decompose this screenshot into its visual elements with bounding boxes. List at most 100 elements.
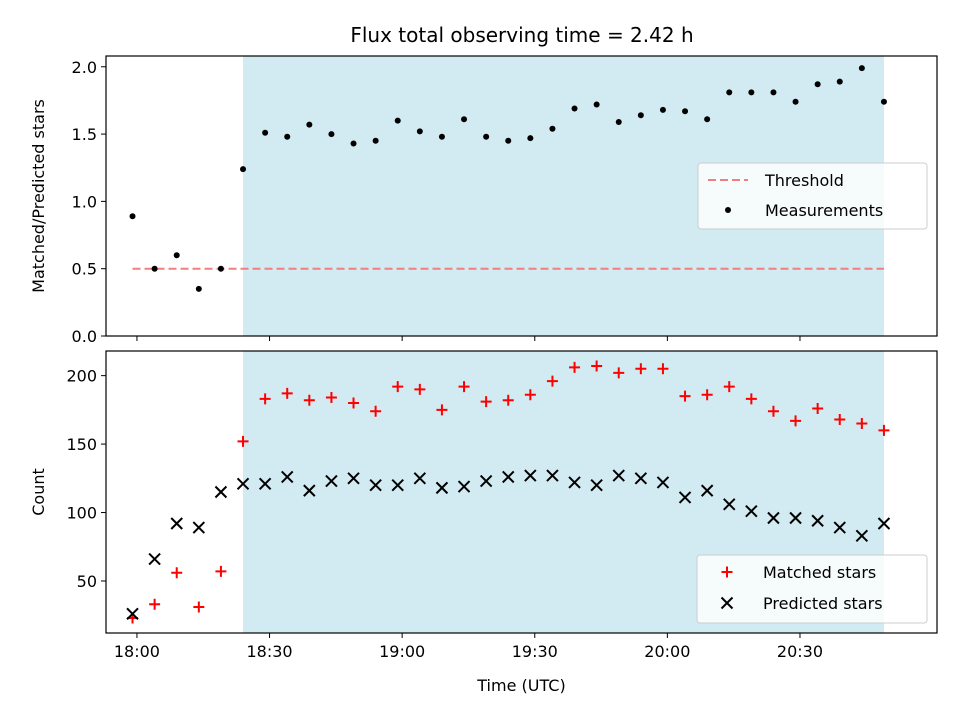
measurement-point [483,133,490,140]
x-tick-label: 20:30 [777,642,823,661]
matched-star-point [325,392,337,404]
legend-predicted-label: Predicted stars [763,594,883,613]
measurement-point [726,89,733,96]
bottom-axes-frame [105,350,938,634]
predicted-star-point [811,514,824,527]
predicted-star-point [612,469,625,482]
y-tick-label: 200 [66,367,97,386]
predicted-star-point [568,476,581,489]
y-axis-label: Matched/Predicted stars [29,99,48,293]
measurement-point [814,81,821,88]
measurement-point [217,265,224,272]
predicted-star-point [656,476,670,489]
legend-measurements-label: Measurements [765,201,883,220]
measurement-point [792,98,799,105]
bottom-legend [696,554,928,624]
predicted-star-point [524,469,537,482]
predicted-star-point [435,481,449,495]
matched-star-point [834,413,846,425]
matched-star-point [414,383,426,395]
matched-star-point [370,405,382,417]
matched-star-point [635,363,647,375]
measurement-point [615,118,622,125]
measurement-point [527,135,534,142]
top-subplot: 0.0 0.5 1.0 1.5 2.0 Matched/Predicted stars Th… [29,55,938,346]
measurement-point [328,131,335,138]
predicted-star-point [502,470,515,484]
measurement-point [129,213,136,220]
predicted-star-point [126,607,139,621]
y-tick-label: 100 [66,504,97,523]
matched-star-point [193,601,205,613]
x-tick-label: 19:30 [512,642,558,661]
matched-star-point [657,363,669,375]
measurement-point [284,133,291,140]
predicted-star-point [767,511,780,525]
matched-star-point [613,367,625,379]
matched-star-point [392,381,404,393]
measurement-point [637,112,644,119]
predicted-star-point [634,472,648,485]
predicted-star-point [678,491,692,504]
matched-star-point [856,418,868,430]
matched-star-point [281,387,293,399]
matched-star-point [458,381,470,393]
measurement-point [880,98,887,105]
x-tick-label: 18:30 [246,642,292,661]
predicted-star-point [457,480,471,493]
measurement-point [195,285,202,292]
predicted-star-point [325,474,338,488]
predicted-star-point [700,484,714,497]
matched-star-point [215,565,227,577]
matched-star-point [237,435,249,447]
matched-star-point [524,389,536,401]
measurement-point [394,117,401,124]
matched-star-point [812,402,824,414]
predicted-star-point [855,529,869,543]
predicted-star-point [723,498,736,511]
predicted-star-point [281,470,294,484]
y-tick-label: 2.0 [72,58,97,77]
matched-star-point [701,389,713,401]
measurement-point [770,89,777,96]
measurement-point [350,140,357,147]
matched-star-point [171,567,183,579]
matched-star-point [480,396,492,408]
y-tick-label: 150 [66,435,97,454]
top-axes-frame [105,55,938,337]
matched-star-point [259,393,271,405]
legend-measurements-swatch [725,207,731,213]
predicted-star-point [833,521,846,534]
predicted-star-point [479,474,493,488]
y-tick-label: 1.5 [72,125,97,144]
measurement-point [704,116,711,123]
measurement-point [505,137,512,144]
matched-star-point [546,375,558,387]
legend-matched-label: Matched stars [763,563,876,582]
measurement-point [416,128,423,135]
predicted-star-point [877,517,891,530]
predicted-star-point [214,485,228,499]
matched-star-point [878,424,890,436]
bottom-subplot: 50 100 150 200 18:00 18:30 19:00 19:30 20:00 20:3… [29,350,938,695]
y-tick-label: 50 [77,572,97,591]
matched-star-point [790,415,802,427]
x-tick-label: 20:00 [644,642,690,661]
matched-star-point [348,397,360,409]
predicted-star-point [347,472,360,485]
matched-star-point [723,381,735,393]
legend-matched-swatch [721,566,733,578]
measurement-point [173,252,180,259]
x-tick-label: 19:00 [379,642,425,661]
measurement-point [593,101,600,108]
matched-star-point [767,405,779,417]
matched-star-point [436,404,448,416]
matched-star-point [502,394,514,406]
predicted-star-point [369,478,382,492]
measurement-point [240,166,247,173]
predicted-star-point [590,478,603,492]
top-legend [697,162,928,230]
predicted-star-point [170,517,183,530]
legend-predicted-swatch [720,596,734,610]
y-tick-label: 1.0 [72,192,97,211]
